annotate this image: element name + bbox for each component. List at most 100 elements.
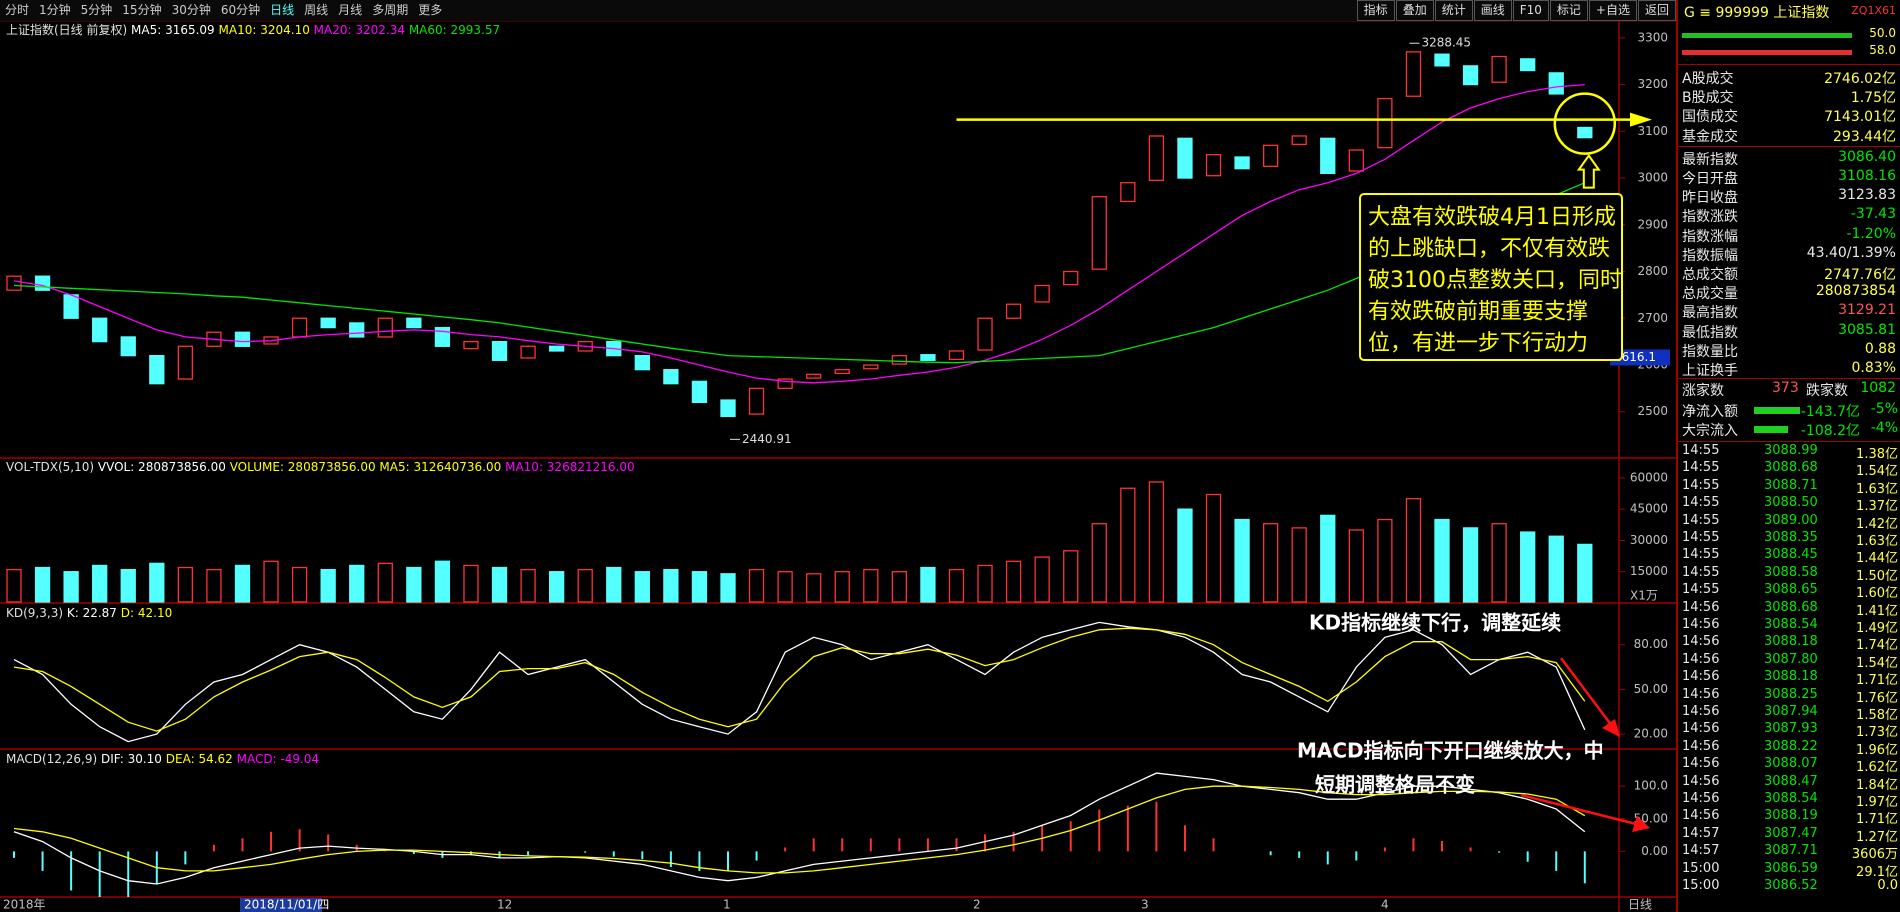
candle (1520, 58, 1536, 72)
quote-label: 指数量比 (1682, 343, 1738, 360)
y-tick-label: 50.00 (1634, 682, 1668, 696)
y-tick-label: 80.00 (1634, 637, 1668, 651)
period-tab[interactable]: 多周期 (372, 3, 409, 17)
period-tab[interactable]: 日线 (270, 3, 295, 17)
tick-time: 14:55 (1682, 495, 1720, 511)
volume-bar (1091, 523, 1107, 603)
tool-button[interactable]: 返回 (1637, 0, 1676, 21)
candle (1377, 97, 1393, 149)
quote-label: 指数涨幅 (1682, 228, 1738, 245)
legend-entry: VVOL: 280873856.00 (98, 460, 226, 474)
panel-legend: VOL-TDX(5,10) VVOL: 280873856.00 VOLUME:… (6, 460, 635, 474)
candle (891, 354, 908, 365)
tool-button[interactable]: 标记 (1549, 0, 1588, 21)
legend-entry: 上证指数(日线 前复权) (6, 22, 127, 37)
tick-price: 3088.68 (1764, 460, 1818, 476)
tick-time: 14:55 (1682, 564, 1720, 580)
y-tick-label: 45000 (1630, 502, 1668, 516)
annotation-text: 有效跌破前期重要支撑 (1368, 300, 1588, 325)
quote-value: 293.44亿 (1833, 128, 1896, 145)
tool-button[interactable]: +自选 (1588, 0, 1637, 21)
date-label: 2 (973, 898, 981, 912)
period-tab[interactable]: 60分钟 (220, 3, 261, 17)
volume-bar (434, 560, 451, 603)
volume-bar (806, 573, 822, 603)
date-label: 日线 (1628, 898, 1652, 912)
period-tab[interactable]: 15分钟 (122, 3, 162, 17)
quote-label: 总成交量 (1682, 286, 1738, 303)
period-tab[interactable]: 分时 (5, 3, 30, 17)
legend-entry: KD(9,3,3) (6, 606, 63, 620)
quote-label: 今日开盘 (1682, 171, 1738, 187)
tick-volume: 1.71亿 (1856, 673, 1898, 689)
candle (634, 354, 650, 371)
candle (434, 326, 451, 347)
quote-label: 昨日收盘 (1682, 190, 1738, 207)
period-tab[interactable]: 月线 (338, 3, 363, 17)
quote-value: 0.88 (1864, 340, 1896, 357)
candle (1234, 156, 1250, 170)
indicator-line (13, 785, 1586, 874)
volume-bar (320, 568, 336, 603)
candle (948, 350, 965, 361)
kd-annotation: KD指标继续下行，调整延续 (1309, 611, 1561, 635)
annotation-text: 破3100点整数关口，同时 (1368, 268, 1622, 293)
tool-button[interactable]: 画线 (1473, 0, 1512, 21)
candle (234, 331, 251, 347)
volume-bar (1120, 487, 1136, 603)
y-tick-label: 3200 (1637, 77, 1668, 91)
tick-volume: 1.84亿 (1856, 777, 1898, 793)
candle (920, 354, 936, 361)
tick-price: 3087.80 (1764, 651, 1818, 667)
period-tab[interactable]: 更多 (418, 3, 443, 17)
tick-volume: 1.27亿 (1856, 829, 1898, 845)
candle (120, 336, 136, 357)
quote-value: 3086.40 (1838, 148, 1896, 165)
period-tab[interactable]: 1分钟 (39, 3, 71, 17)
tick-time: 14:55 (1682, 477, 1720, 493)
candle (149, 354, 165, 385)
candle (1577, 126, 1593, 139)
tool-button[interactable]: F10 (1512, 0, 1549, 21)
period-tab[interactable]: 5分钟 (80, 3, 113, 17)
macd-annotation: MACD指标向下开口继续放大，中 (1297, 739, 1604, 763)
tool-button[interactable]: 指标 (1356, 0, 1395, 21)
quote-value: 7143.01亿 (1824, 109, 1896, 126)
candle (320, 317, 336, 329)
candle (720, 399, 736, 418)
tool-button[interactable]: 统计 (1434, 0, 1473, 21)
candle (1348, 149, 1364, 172)
tick-time: 14:56 (1682, 669, 1720, 685)
tick-price: 3087.94 (1764, 704, 1818, 719)
tick-time: 14:55 (1682, 460, 1720, 476)
legend-entry: MACD: -49.04 (237, 752, 320, 766)
quote-label: 总成交额 (1682, 267, 1738, 283)
volume-bar (777, 571, 793, 603)
y-tick-label: 15000 (1630, 564, 1668, 578)
candle (1262, 144, 1279, 168)
volume-bar (263, 560, 279, 603)
tick-price: 3087.93 (1764, 721, 1818, 737)
volume-bar (1491, 523, 1507, 603)
tick-price: 3088.71 (1764, 477, 1818, 493)
volume-bar (1434, 518, 1450, 603)
legend-entry: MA5: 312640736.00 (379, 460, 501, 474)
tick-volume: 1.58亿 (1856, 708, 1898, 723)
legend-entry: MA20: 3202.34 (314, 23, 405, 37)
flow-bar (1754, 426, 1788, 433)
period-tab[interactable]: 30分钟 (171, 3, 211, 17)
y-tick-label: 2700 (1637, 311, 1668, 325)
flow-pct: -5% (1870, 401, 1898, 417)
tick-volume: 1.76亿 (1856, 690, 1898, 706)
tick-time: 14:55 (1682, 530, 1720, 545)
candle (1148, 135, 1165, 182)
tick-volume: 1.49亿 (1856, 621, 1898, 636)
candle (834, 369, 850, 375)
callout-arrow (1576, 153, 1601, 189)
volume-bar (1063, 550, 1079, 603)
quote-label: B股成交 (1682, 90, 1734, 107)
tool-button[interactable]: 叠加 (1395, 0, 1434, 21)
quote-tag: ZQ1X61 (1851, 4, 1896, 17)
period-tab[interactable]: 周线 (304, 3, 329, 17)
candle (291, 317, 308, 338)
